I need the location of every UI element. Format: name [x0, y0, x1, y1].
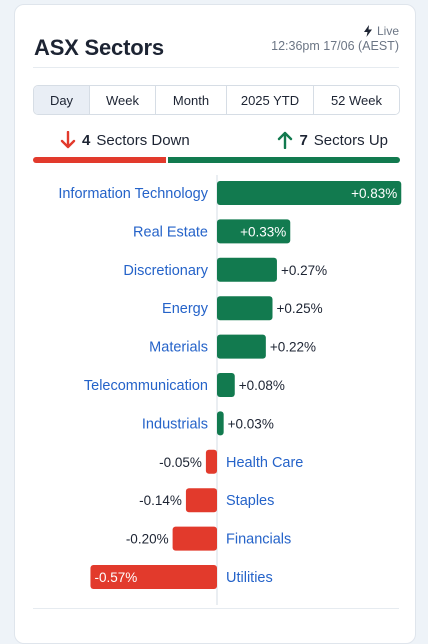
- sector-bar[interactable]: [217, 181, 402, 205]
- sector-bar[interactable]: [217, 296, 273, 321]
- bar-value-label: +0.22%: [270, 340, 316, 355]
- sector-name-link[interactable]: Telecommunication: [84, 378, 208, 394]
- asx-sectors-card: ASX Sectors Live 12:36pm 17/06 (AEST) Da…: [14, 4, 416, 644]
- divider: [33, 67, 399, 68]
- sector-bar[interactable]: [205, 449, 217, 474]
- sector-bar[interactable]: [185, 488, 217, 513]
- sector-name-link[interactable]: Health Care: [226, 455, 303, 471]
- sector-bar[interactable]: [217, 219, 291, 244]
- sector-bar[interactable]: [90, 565, 217, 589]
- bar-value-label: +0.83%: [351, 186, 397, 201]
- sectors-up-text: Sectors Up: [313, 131, 388, 149]
- sector-name-link[interactable]: Materials: [149, 340, 208, 356]
- divider: [33, 608, 399, 609]
- bar-value-label: +0.33%: [240, 224, 286, 239]
- ratio-down-segment: [33, 157, 166, 163]
- sectors-down-summary: 4 Sectors Down: [60, 131, 190, 149]
- page-title: ASX Sectors: [34, 35, 164, 60]
- sector-name-link[interactable]: Discretionary: [123, 263, 208, 279]
- sector-name-link[interactable]: Information Technology: [58, 186, 208, 202]
- arrow-up-icon: [278, 131, 293, 149]
- sectors-down-text: Sectors Down: [96, 131, 190, 149]
- lightning-icon: [363, 25, 372, 37]
- tab-month[interactable]: Month: [156, 86, 227, 114]
- live-indicator: Live: [363, 24, 399, 38]
- sector-bar[interactable]: [217, 257, 277, 282]
- tab-2025-ytd[interactable]: 2025 YTD: [227, 86, 314, 114]
- bar-value-label: +0.25%: [277, 301, 323, 316]
- sector-name-link[interactable]: Industrials: [142, 416, 208, 432]
- sector-name-link[interactable]: Real Estate: [133, 224, 208, 240]
- sector-name-link[interactable]: Utilities: [226, 570, 273, 586]
- sector-bar[interactable]: [217, 334, 266, 359]
- bar-value-label: +0.03%: [228, 416, 274, 431]
- bar-value-label: +0.27%: [281, 263, 327, 278]
- sector-name-link[interactable]: Financials: [226, 532, 291, 548]
- sector-bar[interactable]: [172, 526, 217, 551]
- sector-performance-chart: +0.83% Information Technology +0.33% Real E…: [58, 175, 402, 605]
- sectors-up-summary: 7 Sectors Up: [277, 131, 388, 149]
- ratio-up-segment: [167, 157, 400, 163]
- sector-name-link[interactable]: Energy: [162, 301, 209, 317]
- sector-bar[interactable]: [217, 411, 224, 436]
- tab-week[interactable]: Week: [90, 86, 156, 114]
- tab-52-week[interactable]: 52 Week: [314, 86, 399, 114]
- bar-value-label: -0.20%: [126, 532, 169, 547]
- bar-value-label: +0.08%: [239, 378, 285, 393]
- up-down-ratio-bar: [33, 157, 400, 163]
- timestamp: 12:36pm 17/06 (AEST): [271, 39, 399, 53]
- live-label: Live: [376, 24, 399, 38]
- sectors-down-count: 4: [82, 131, 91, 149]
- bar-value-label: -0.14%: [139, 493, 182, 508]
- period-tabs: Day Week Month 2025 YTD 52 Week: [33, 85, 400, 115]
- sectors-up-count: 7: [299, 131, 308, 149]
- bar-value-label: -0.05%: [159, 455, 202, 470]
- bar-value-label: -0.57%: [94, 570, 137, 585]
- sector-name-link[interactable]: Staples: [226, 493, 274, 509]
- sector-bar[interactable]: [217, 373, 235, 397]
- arrow-down-icon: [60, 131, 76, 149]
- tab-day[interactable]: Day: [34, 86, 90, 114]
